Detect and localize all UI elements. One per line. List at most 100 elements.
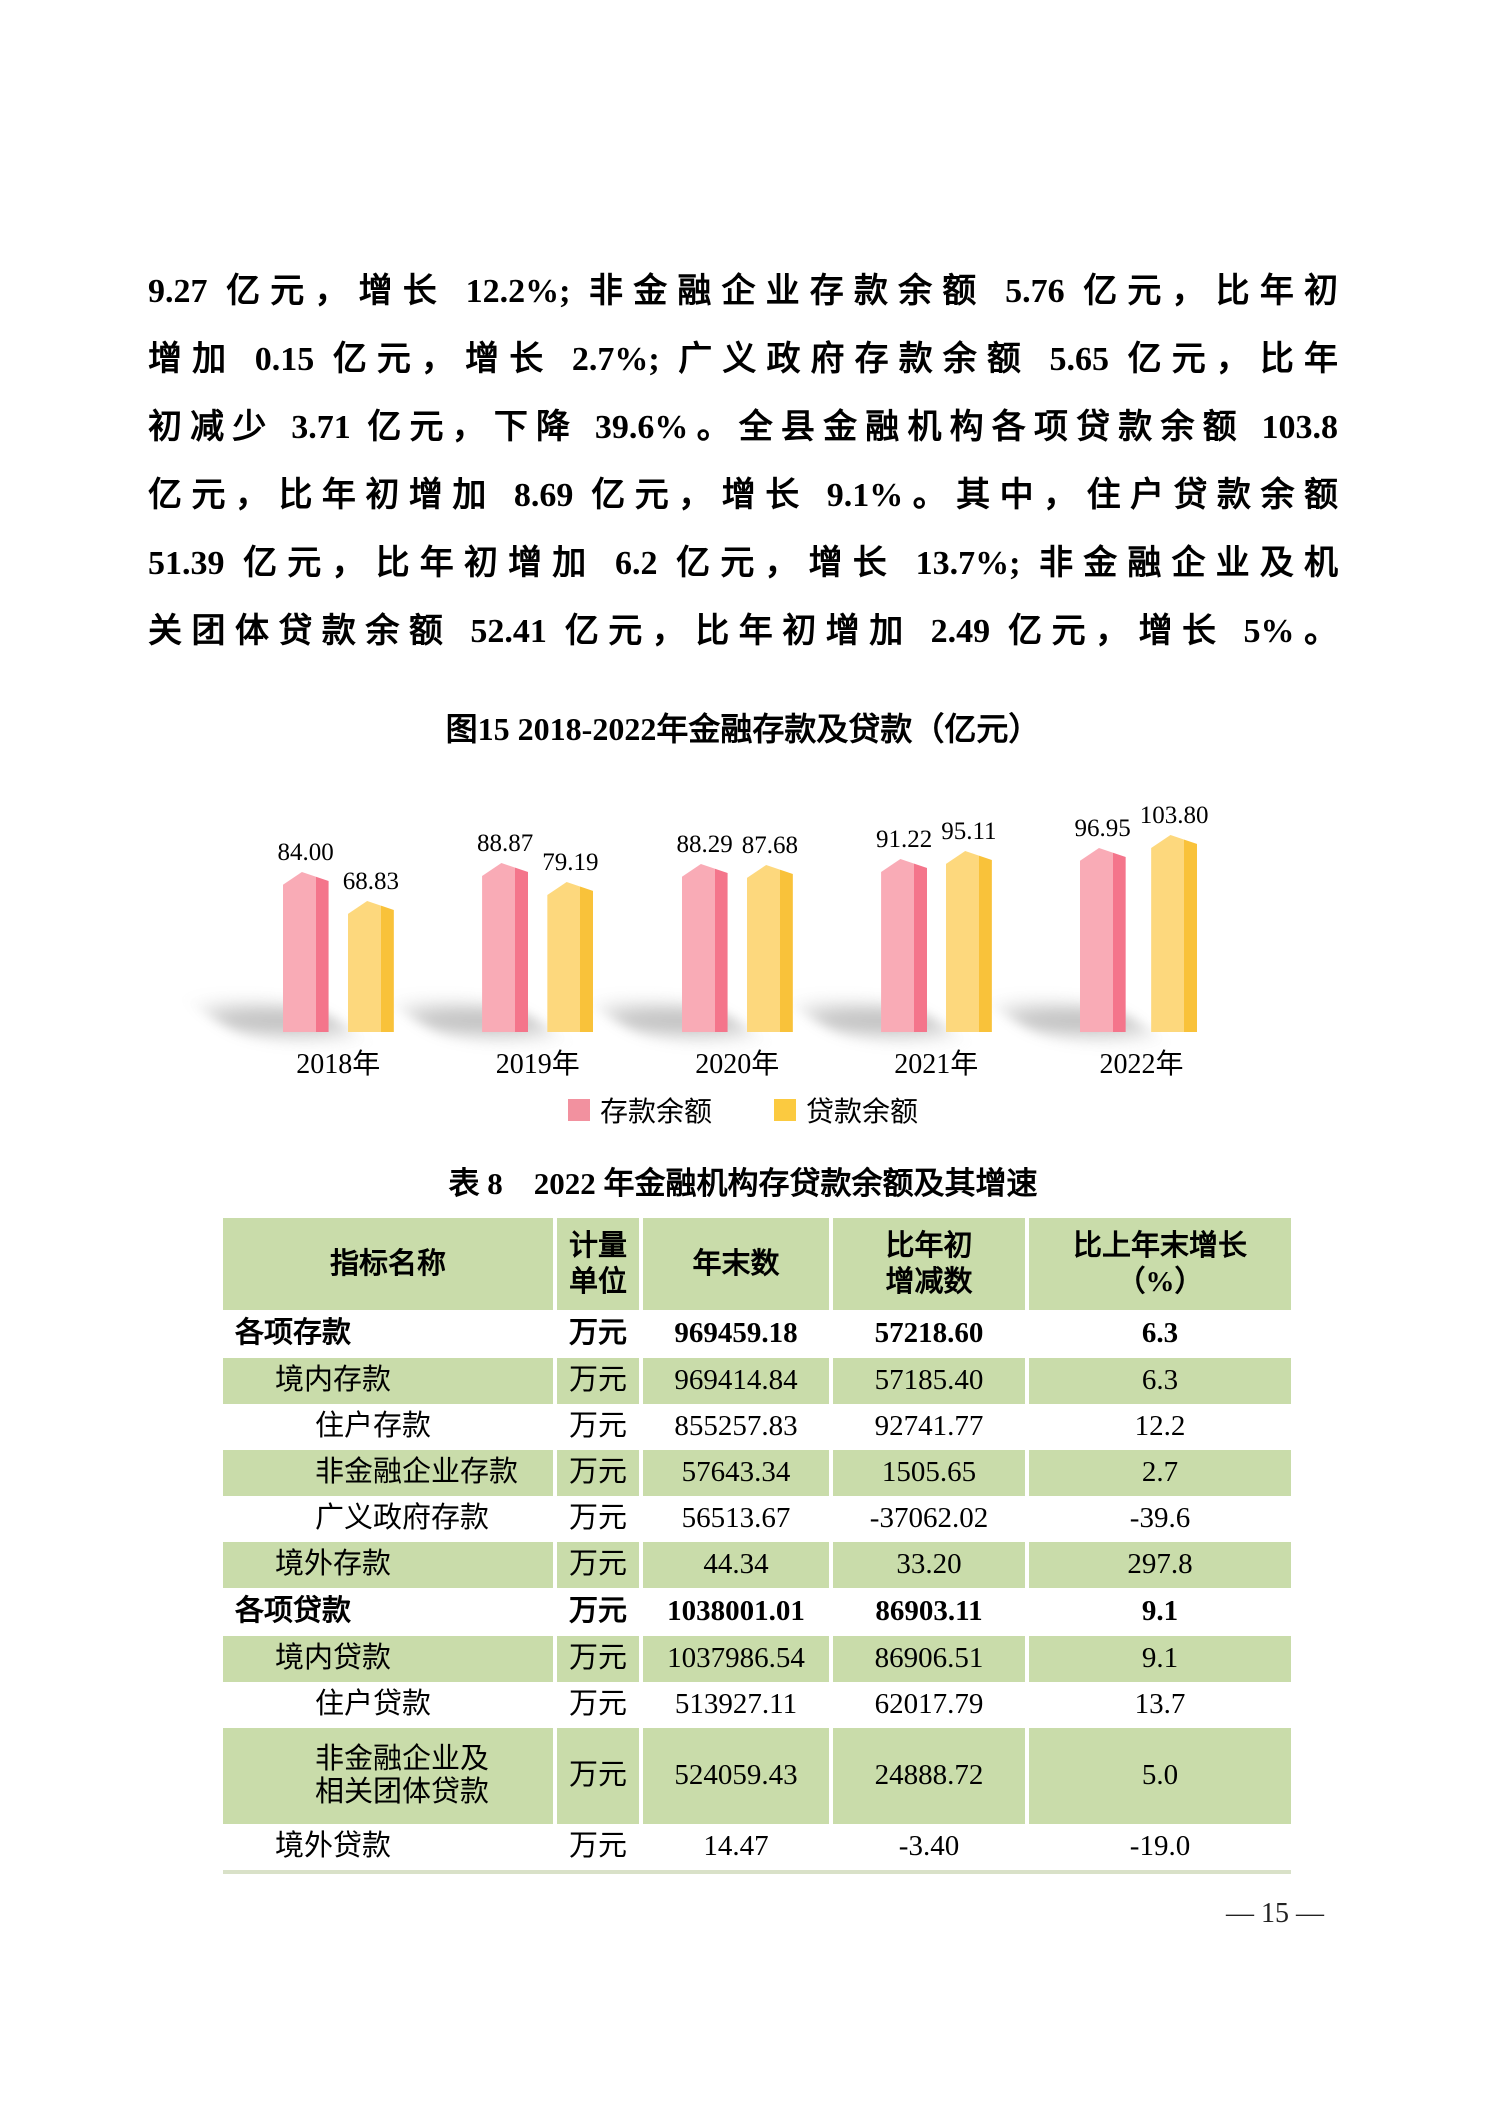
figure-title: 图15 2018-2022年金融存款及贷款（亿元） [445, 711, 1041, 747]
bar-value-label: 103.80 [1139, 802, 1209, 829]
cell-growth: 13.7 [1025, 1682, 1291, 1728]
cell-year-end: 1037986.54 [639, 1636, 829, 1682]
cell-year-end: 44.34 [639, 1542, 829, 1588]
paragraph-line: 初减少 3.71 亿元，下降 39.6%。全县金融机构各项贷款余额 103.8 [148, 409, 1338, 446]
deposit-bar [482, 863, 529, 1032]
cell-unit: 万元 [553, 1450, 639, 1496]
cell-growth: 297.8 [1025, 1542, 1291, 1588]
bar-value-label: 91.22 [875, 826, 933, 853]
cell-unit: 万元 [553, 1728, 639, 1824]
table-row: 非金融企业存款 万元 57643.34 1505.65 2.7 [223, 1450, 1291, 1496]
bar-value-label: 88.87 [476, 830, 534, 857]
cell-unit: 万元 [553, 1358, 639, 1404]
cell-change: 57218.60 [829, 1310, 1025, 1358]
cell-growth: 2.7 [1025, 1450, 1291, 1496]
chart-group-2019年: 88.87 79.19 2019年 [398, 830, 598, 1082]
bar-column: 103.80 [1140, 802, 1209, 1032]
table-row: 住户贷款 万元 513927.11 62017.79 13.7 [223, 1682, 1291, 1728]
chart-legend: 存款余额 贷款余额 [0, 1090, 1486, 1130]
cell-growth: 6.3 [1025, 1358, 1291, 1404]
cell-unit: 万元 [553, 1310, 639, 1358]
chart-group-2022年: 96.95 103.80 2022年 [995, 802, 1209, 1082]
finance-table: 指标名称 计量 单位 年末数 比年初 增减数 比上年末增长 （%） 各项存款 万元… [223, 1218, 1291, 1874]
chart-group-2018年: 84.00 68.83 2018年 [198, 839, 399, 1082]
cell-unit: 万元 [553, 1588, 639, 1636]
loan-bar [1151, 835, 1198, 1032]
bar-column: 68.83 [343, 868, 399, 1032]
legend-label: 存款余额 [599, 1097, 712, 1128]
cell-change: 57185.40 [829, 1358, 1025, 1404]
bar-pair: 88.29 87.68 [597, 831, 798, 1036]
deposit-bar [881, 859, 928, 1032]
header-unit: 计量 单位 [553, 1218, 639, 1310]
table-row: 境内存款 万元 969414.84 57185.40 6.3 [223, 1358, 1291, 1404]
cell-change: -37062.02 [829, 1496, 1025, 1542]
figure15-bar-chart: 84.00 68.83 2018年 88.87 79.19 2019年 88.29 87.68… [0, 790, 1486, 1130]
x-axis-label: 2022年 [1099, 1049, 1184, 1080]
cell-change: 24888.72 [829, 1728, 1025, 1824]
bar-value-label: 68.83 [342, 868, 399, 895]
cell-unit: 万元 [553, 1824, 639, 1870]
cell-indicator: 各项存款 [235, 1317, 352, 1350]
deposit-bar [282, 872, 329, 1032]
cell-indicator: 住户存款 [315, 1410, 432, 1443]
chart-plot-area: 84.00 68.83 2018年 88.87 79.19 2019年 88.29 87.68… [0, 790, 1486, 1082]
cell-year-end: 855257.83 [639, 1404, 829, 1450]
loan-bar [746, 865, 793, 1032]
header-growth: 比上年末增长 （%） [1025, 1218, 1291, 1310]
loan-bar [347, 901, 394, 1032]
bar-value-label: 95.11 [941, 818, 997, 845]
cell-indicator: 非金融企业及 相关团体贷款 [223, 1728, 553, 1824]
x-axis-label: 2018年 [296, 1049, 381, 1080]
header-year-end: 年末数 [639, 1218, 829, 1310]
deposit-bar [1079, 848, 1126, 1032]
cell-year-end: 524059.43 [639, 1728, 829, 1824]
cell-unit: 万元 [553, 1682, 639, 1728]
paragraph-line: 关团体贷款余额 52.41 亿元，比年初增加 2.49 亿元，增长 5%。 [148, 613, 1338, 650]
table-row: 境外存款 万元 44.34 33.20 297.8 [223, 1542, 1291, 1588]
bar-pair: 88.87 79.19 [398, 830, 598, 1036]
bar-pair: 96.95 103.80 [995, 802, 1209, 1036]
table-row: 境内贷款 万元 1037986.54 86906.51 9.1 [223, 1636, 1291, 1682]
cell-change: 62017.79 [829, 1682, 1025, 1728]
cell-year-end: 969414.84 [639, 1358, 829, 1404]
body-paragraph: 9.27 亿元，增长 12.2%; 非金融企业存款余额 5.76 亿元，比年初 … [148, 258, 1338, 666]
bar-column: 88.29 [676, 831, 733, 1032]
bar-pair: 84.00 68.83 [198, 839, 399, 1036]
paragraph-line: 51.39 亿元，比年初增加 6.2 亿元，增长 13.7%; 非金融企业及机 [148, 545, 1338, 582]
bar-column: 95.11 [941, 818, 997, 1032]
cell-change: 1505.65 [829, 1450, 1025, 1496]
cell-unit: 万元 [553, 1404, 639, 1450]
bar-column: 91.22 [876, 826, 932, 1032]
legend-item-loans: 贷款余额 [774, 1090, 918, 1130]
cell-indicator: 境外贷款 [275, 1830, 392, 1863]
cell-indicator: 广义政府存款 [315, 1502, 490, 1535]
cell-change: -3.40 [829, 1824, 1025, 1870]
loan-bar [945, 851, 992, 1032]
paragraph-line: 亿元，比年初增加 8.69 亿元，增长 9.1%。其中，住户贷款余额 [148, 477, 1338, 514]
x-axis-label: 2021年 [894, 1049, 979, 1080]
cell-indicator: 境内贷款 [223, 1636, 553, 1682]
cell-change: 33.20 [829, 1542, 1025, 1588]
x-axis-label: 2019年 [495, 1049, 580, 1080]
paragraph-line: 9.27 亿元，增长 12.2%; 非金融企业存款余额 5.76 亿元，比年初 [148, 273, 1338, 310]
cell-year-end: 969459.18 [639, 1310, 829, 1358]
header-indicator: 指标名称 [223, 1218, 553, 1310]
deposit-bar [681, 864, 728, 1032]
cell-growth: 12.2 [1025, 1404, 1291, 1450]
bar-column: 79.19 [542, 849, 598, 1032]
cell-indicator: 境外存款 [223, 1542, 553, 1588]
chart-group-2021年: 91.22 95.11 2021年 [797, 818, 997, 1082]
cell-change: 92741.77 [829, 1404, 1025, 1450]
bar-column: 87.68 [742, 832, 798, 1032]
table-header-row: 指标名称 计量 单位 年末数 比年初 增减数 比上年末增长 （%） [223, 1218, 1291, 1310]
header-change: 比年初 增减数 [829, 1218, 1025, 1310]
cell-growth: -19.0 [1025, 1824, 1291, 1870]
cell-indicator: 境内存款 [223, 1358, 553, 1404]
cell-year-end: 57643.34 [639, 1450, 829, 1496]
bar-value-label: 88.29 [676, 831, 733, 858]
cell-indicator: 住户贷款 [315, 1688, 432, 1721]
legend-label: 贷款余额 [806, 1097, 919, 1128]
cell-indicator: 各项贷款 [235, 1595, 352, 1628]
table-row: 各项贷款 万元 1038001.01 86903.11 9.1 [223, 1588, 1291, 1636]
